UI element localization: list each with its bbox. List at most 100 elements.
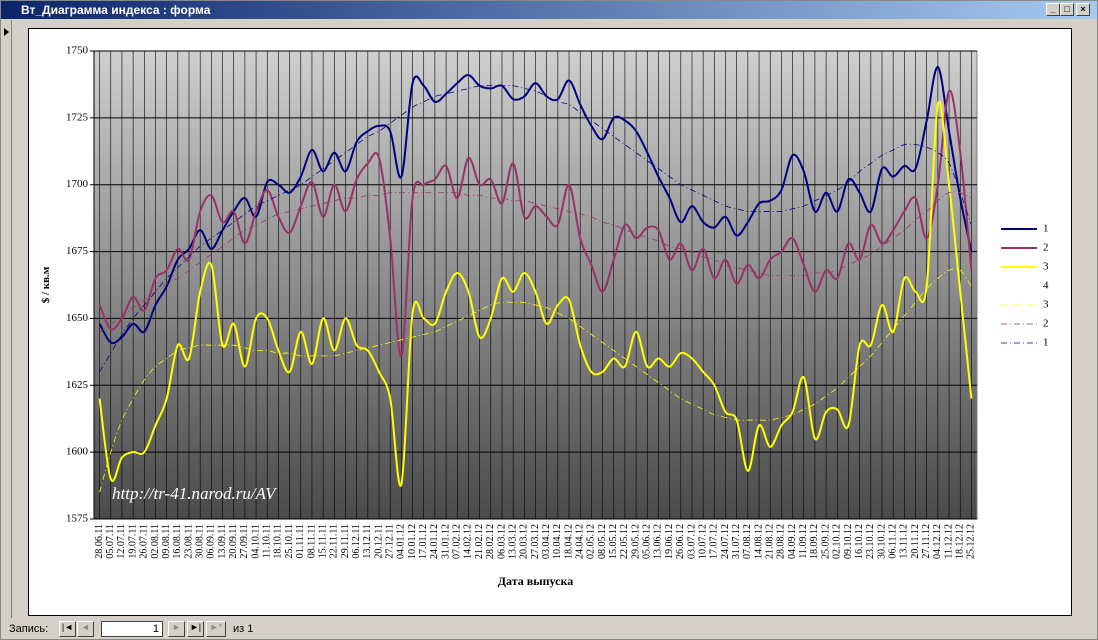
x-tick-label: 21.08.12 — [765, 524, 776, 559]
x-tick-label: 25.12.12 — [966, 524, 977, 559]
x-tick-label: 07.08.12 — [742, 524, 753, 559]
x-tick-label: 20.03.12 — [519, 524, 530, 559]
x-tick-label: 05.06.12 — [642, 524, 653, 559]
next-record-button[interactable]: ► — [168, 621, 185, 637]
y-tick-label: 1725 — [66, 111, 89, 123]
x-tick-label: 10.07.12 — [697, 524, 708, 559]
x-tick-label: 06.09.11 — [206, 524, 217, 559]
title-bar: Вт_Диаграмма индекса : форма _ □ × — [1, 1, 1097, 19]
trend-line — [99, 85, 972, 373]
x-tick-label: 21.02.12 — [474, 524, 485, 559]
y-tick-label: 1675 — [66, 245, 89, 257]
x-tick-label: 04.12.12 — [932, 524, 943, 559]
x-tick-label: 04.10.11 — [250, 524, 261, 559]
y-tick-label: 1650 — [66, 312, 89, 324]
x-tick-label: 18.09.12 — [809, 524, 820, 559]
series-line — [98, 100, 973, 487]
x-tick-label: 24.04.12 — [575, 524, 586, 559]
new-record-button[interactable]: ►* — [206, 621, 226, 637]
x-tick-label: 24.01.12 — [429, 524, 440, 559]
legend-label: 2 — [1043, 242, 1049, 254]
x-tick-label: 07.02.12 — [452, 524, 463, 559]
series-line — [98, 66, 973, 345]
minimize-button[interactable]: _ — [1046, 3, 1060, 16]
x-tick-label: 24.07.12 — [720, 524, 731, 559]
x-tick-label: 27.03.12 — [530, 524, 541, 559]
record-label: Запись: — [9, 623, 49, 635]
legend-label: 1 — [1043, 337, 1049, 349]
last-record-button[interactable]: ►| — [187, 621, 204, 637]
x-tick-label: 28.06.11 — [94, 524, 105, 559]
x-tick-label: 11.09.12 — [798, 524, 809, 559]
x-tick-label: 25.10.11 — [284, 524, 295, 559]
x-tick-label: 30.08.11 — [194, 524, 205, 559]
maximize-button[interactable]: □ — [1060, 3, 1074, 16]
chart: 28.06.11 05.07.11 12.07.11 19.07.11 26.07.11… — [28, 28, 1072, 616]
x-tick-label: 20.11.12 — [910, 524, 921, 559]
y-tick-label: 1600 — [66, 446, 89, 458]
x-tick-label: 06.11.12 — [887, 524, 898, 559]
x-tick-label: 14.02.12 — [463, 524, 474, 559]
x-tick-label: 28.08.12 — [776, 524, 787, 559]
x-tick-label: 13.11.12 — [899, 524, 910, 559]
x-tick-label: 09.10.12 — [843, 524, 854, 559]
series-line — [98, 89, 973, 357]
record-number[interactable]: 1 — [101, 621, 163, 637]
x-tick-label: 18.10.11 — [273, 524, 284, 559]
x-tick-label: 26.06.12 — [675, 524, 686, 559]
x-tick-label: 15.11.11 — [317, 524, 328, 558]
x-tick-label: 20.12.11 — [373, 524, 384, 559]
window-title: Вт_Диаграмма индекса : форма — [21, 3, 211, 17]
x-tick-label: 04.09.12 — [787, 524, 798, 559]
x-tick-label: 05.07.11 — [105, 524, 116, 559]
y-tick-label: 1625 — [66, 379, 89, 391]
legend-label: 3 — [1043, 261, 1049, 273]
x-tick-label: 14.08.12 — [753, 524, 764, 559]
record-count: из 1 — [233, 623, 254, 635]
x-tick-label: 22.11.11 — [329, 524, 340, 558]
x-tick-label: 20.09.11 — [228, 524, 239, 559]
y-tick-label: 1750 — [66, 45, 89, 57]
x-tick-label: 16.10.12 — [854, 524, 865, 559]
x-tick-label: 06.12.11 — [351, 524, 362, 559]
x-tick-label: 02.05.12 — [586, 524, 597, 559]
x-tick-label: 04.01.12 — [396, 524, 407, 559]
x-tick-label: 22.05.12 — [619, 524, 630, 559]
x-tick-label: 12.07.11 — [116, 524, 127, 559]
prev-record-button[interactable]: ◄ — [77, 621, 94, 637]
x-tick-label: 19.06.12 — [664, 524, 675, 559]
legend-label: 1 — [1043, 223, 1049, 235]
x-tick-label: 08.05.12 — [597, 524, 608, 559]
x-tick-label: 16.08.11 — [172, 524, 183, 559]
x-tick-label: 27.11.12 — [921, 524, 932, 559]
legend-label: 2 — [1043, 318, 1049, 330]
x-tick-label: 30.10.12 — [876, 524, 887, 559]
y-tick-label: 1575 — [66, 513, 89, 525]
x-tick-label: 13.06.12 — [653, 524, 664, 559]
x-tick-label: 26.07.11 — [139, 524, 150, 559]
x-tick-label: 23.10.12 — [865, 524, 876, 559]
trend-line — [99, 268, 972, 493]
legend-label: 4 — [1043, 280, 1049, 292]
x-tick-label: 09.08.11 — [161, 524, 172, 559]
y-tick-label: 1700 — [66, 178, 89, 190]
x-tick-label: 29.11.11 — [340, 524, 351, 558]
x-tick-label: 23.08.11 — [183, 524, 194, 559]
x-tick-label: 28.02.12 — [485, 524, 496, 559]
record-selector[interactable] — [1, 20, 12, 618]
first-record-button[interactable]: |◄ — [59, 621, 76, 637]
x-tick-label: 15.05.12 — [608, 524, 619, 559]
x-tick-label: 18.04.12 — [563, 524, 574, 559]
annotation: http://tr-41.narod.ru/AV — [112, 484, 278, 503]
x-tick-label: 31.07.12 — [731, 524, 742, 559]
x-tick-label: 13.09.11 — [217, 524, 228, 559]
x-tick-label: 02.08.11 — [150, 524, 161, 559]
y-axis-label: $ / кв.м — [40, 266, 52, 303]
close-button[interactable]: × — [1076, 3, 1090, 16]
x-tick-label: 06.03.12 — [496, 524, 507, 559]
x-tick-label: 19.07.11 — [127, 524, 138, 559]
x-tick-label: 08.11.11 — [306, 524, 317, 558]
x-tick-label: 17.01.12 — [418, 524, 429, 559]
status-bar: Запись: |◄ ◄ 1 ► ►| ►* из 1 — [1, 619, 1097, 639]
